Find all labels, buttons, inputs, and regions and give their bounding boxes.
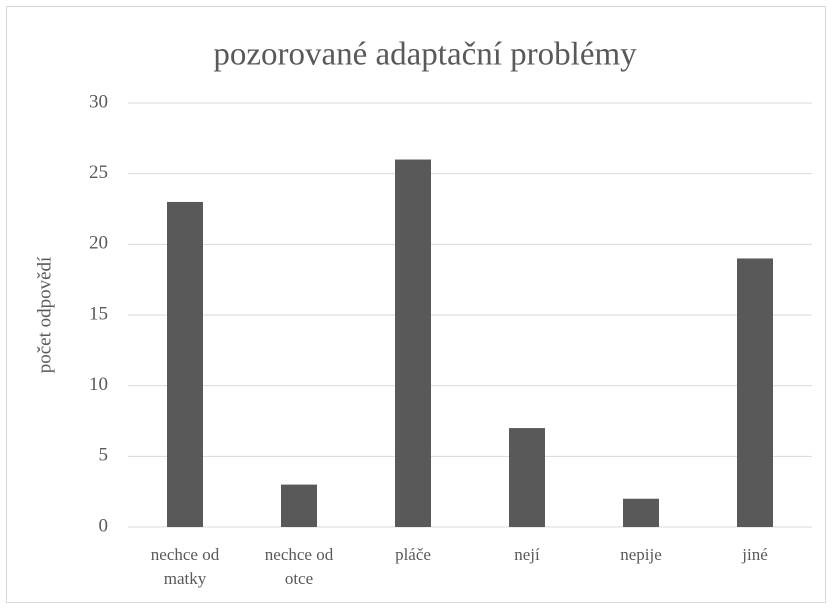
y-tick-label: 5 [99,445,109,466]
y-tick-label: 30 [89,91,108,112]
chart-title: pozorované adaptační problémy [213,37,637,73]
bar [167,201,203,527]
y-tick-label: 0 [99,515,109,536]
y-tick-label: 20 [89,233,108,254]
bar [737,258,773,527]
y-axis-label: počet odpovědí [34,256,55,373]
x-tick-label: nejí [514,545,540,564]
bar [509,428,545,527]
bar [395,159,431,528]
bar [623,498,659,527]
bar [281,484,317,527]
x-tick-label: nepije [620,545,662,564]
y-tick-label: 10 [89,374,108,395]
y-tick-label: 25 [89,162,108,183]
x-tick-label: jiné [742,545,768,564]
x-tick-label: pláče [395,545,431,564]
y-tick-label: 15 [89,303,108,324]
x-tick-label: nechce od matky [150,545,220,588]
x-tick-label: nechce od otce [264,545,334,588]
